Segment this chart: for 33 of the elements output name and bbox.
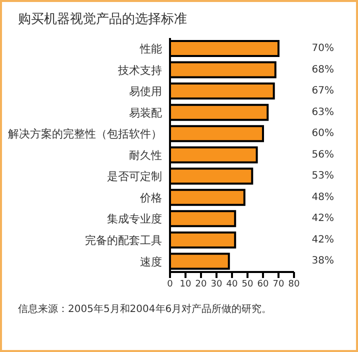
chart-title: 购买机器视觉产品的选择标准 xyxy=(17,11,188,29)
x-tick-label: 20 xyxy=(195,279,207,290)
y-tick-label: 价格 xyxy=(139,191,162,204)
data-label: 56% xyxy=(312,149,334,160)
data-label: 48% xyxy=(312,192,334,203)
x-tick-label: 0 xyxy=(167,279,174,290)
x-tick-label: 80 xyxy=(288,279,300,290)
data-label: 38% xyxy=(312,256,334,267)
data-label: 68% xyxy=(312,64,334,76)
x-tick-label: 40 xyxy=(226,279,238,290)
y-tick-label: 技术支持 xyxy=(117,64,162,77)
data-label: 42% xyxy=(312,213,334,224)
y-tick-label: 集成专业度 xyxy=(107,212,162,226)
x-tick-label: 50 xyxy=(242,279,254,290)
y-tick-label: 速度 xyxy=(140,255,162,268)
y-tick-label: 完备的配套工具 xyxy=(85,234,162,247)
data-label: 63% xyxy=(312,106,334,118)
y-tick-label: 易使用 xyxy=(129,85,162,98)
y-tick-label: 性能 xyxy=(139,42,162,56)
x-tick-label: 30 xyxy=(210,279,222,290)
text: 信息来源：2005年5月和2004年6月对产品所做的研究。 xyxy=(17,302,273,317)
x-tick-label: 70 xyxy=(272,279,284,290)
x-tick-label: 10 xyxy=(180,279,192,290)
data-label: 60% xyxy=(312,128,334,140)
data-label: 67% xyxy=(312,86,334,97)
data-label: 70% xyxy=(312,43,334,54)
y-tick-label: 是否可定制 xyxy=(107,170,162,184)
data-label: 53% xyxy=(312,170,334,182)
y-tick-label: 易装配 xyxy=(129,106,162,120)
y-tick-label: 耐久性 xyxy=(129,148,162,162)
data-label: 42% xyxy=(312,234,334,246)
y-tick-label: 解决方案的完整性（包括软件） xyxy=(8,128,162,141)
x-tick-label: 60 xyxy=(257,279,269,290)
